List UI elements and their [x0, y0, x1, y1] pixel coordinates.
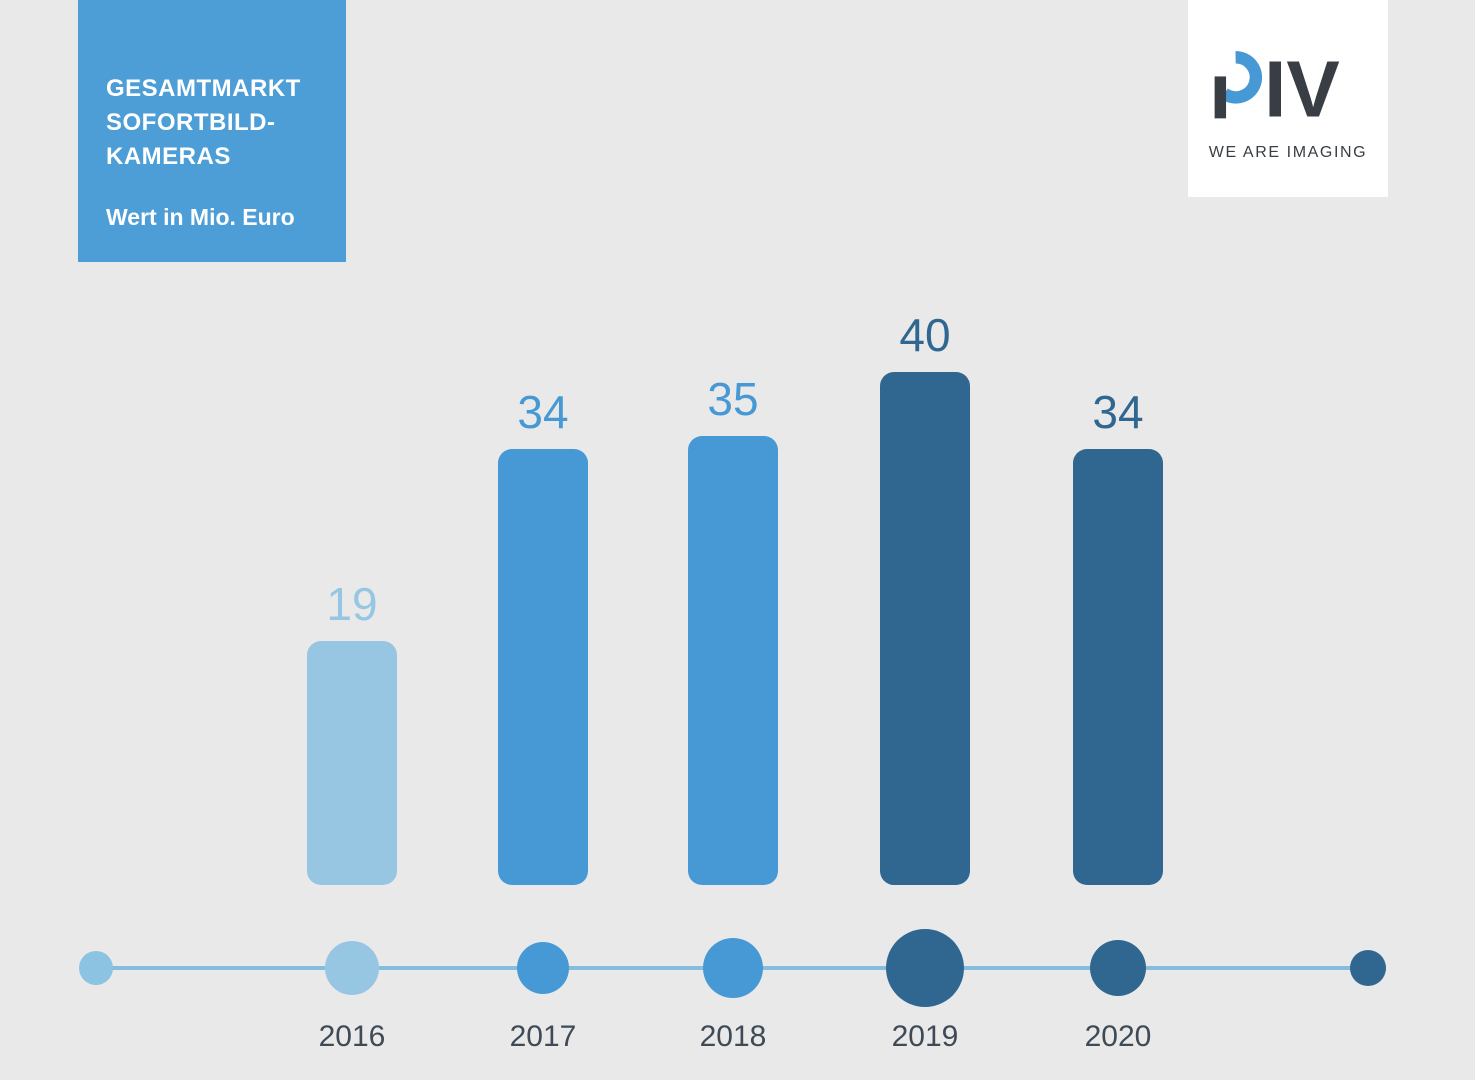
x-axis-label-2016: 2016 — [318, 1020, 386, 1053]
bar-2020 — [1073, 449, 1163, 885]
timeline-left-end-dot — [79, 951, 113, 985]
logo-tagline: WE ARE IMAGING — [1208, 143, 1368, 161]
chart-title-line-2: SOFORTBILD- — [106, 109, 276, 136]
chart-title-line-1: GESAMTMARKT — [106, 75, 301, 102]
timeline-marker-2018 — [703, 938, 763, 998]
x-axis-label-2018: 2018 — [699, 1020, 767, 1053]
value-label-2016: 19 — [326, 578, 378, 630]
chart-title-box: GESAMTMARKT SOFORTBILD- KAMERAS Wert in … — [78, 0, 346, 262]
x-axis-label-2019: 2019 — [891, 1020, 959, 1053]
timeline-marker-2019 — [886, 929, 964, 1007]
value-label-2020: 34 — [1092, 386, 1144, 438]
x-axis-label-2020: 2020 — [1084, 1020, 1152, 1053]
x-axis-label-2017: 2017 — [509, 1020, 577, 1053]
timeline-right-end-dot — [1350, 950, 1386, 986]
value-label-2018: 35 — [707, 373, 759, 425]
timeline-marker-2016 — [325, 941, 379, 995]
value-label-2019: 40 — [899, 309, 951, 361]
bar-2019 — [880, 372, 970, 885]
logo-letters: IV — [1264, 44, 1340, 126]
chart-title-line-3: KAMERAS — [106, 143, 231, 170]
piv-logo-box: IV WE ARE IMAGING — [1188, 0, 1388, 197]
timeline-marker-2020 — [1090, 940, 1146, 996]
piv-logo-icon: IV — [1214, 44, 1340, 126]
bar-2016 — [307, 641, 397, 885]
bar-2018 — [688, 436, 778, 885]
bar-2017 — [498, 449, 588, 885]
chart-unit-subtitle: Wert in Mio. Euro — [106, 204, 295, 230]
timeline-marker-2017 — [517, 942, 569, 994]
value-label-2017: 34 — [517, 386, 569, 438]
